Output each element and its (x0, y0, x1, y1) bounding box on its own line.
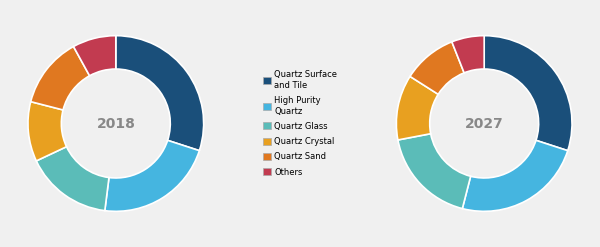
Wedge shape (31, 46, 89, 110)
Legend: Quartz Surface
and Tile, High Purity
Quartz, Quartz Glass, Quartz Crystal, Quart: Quartz Surface and Tile, High Purity Qua… (263, 70, 337, 177)
Wedge shape (463, 140, 568, 211)
Wedge shape (410, 42, 464, 94)
Wedge shape (484, 36, 572, 151)
Text: 2018: 2018 (97, 117, 135, 130)
Wedge shape (398, 134, 470, 208)
Text: 2027: 2027 (465, 117, 503, 130)
Wedge shape (105, 140, 199, 211)
Wedge shape (116, 36, 203, 151)
Wedge shape (28, 102, 67, 161)
Wedge shape (73, 36, 116, 76)
Wedge shape (37, 147, 109, 211)
Wedge shape (397, 76, 438, 140)
Wedge shape (452, 36, 484, 73)
